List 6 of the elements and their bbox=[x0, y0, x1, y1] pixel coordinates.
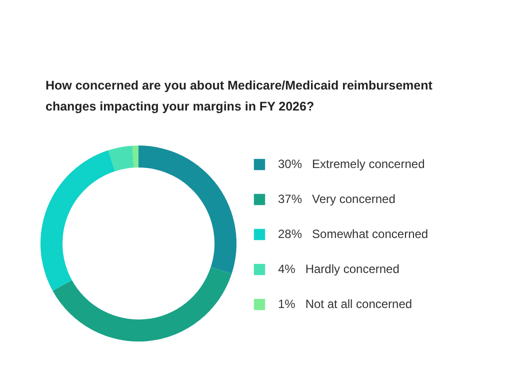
legend-label: 28% Somewhat concerned bbox=[278, 227, 428, 241]
legend-label: 1% Not at all concerned bbox=[278, 297, 412, 311]
chart-title: How concerned are you about Medicare/Medicaid reimbursement changes impacting your margins in FY 2026? bbox=[46, 78, 434, 114]
legend-label: 30% Extremely concerned bbox=[278, 157, 425, 171]
legend-label: 4% Hardly concerned bbox=[278, 262, 400, 276]
legend-label: 37% Very concerned bbox=[278, 192, 396, 206]
